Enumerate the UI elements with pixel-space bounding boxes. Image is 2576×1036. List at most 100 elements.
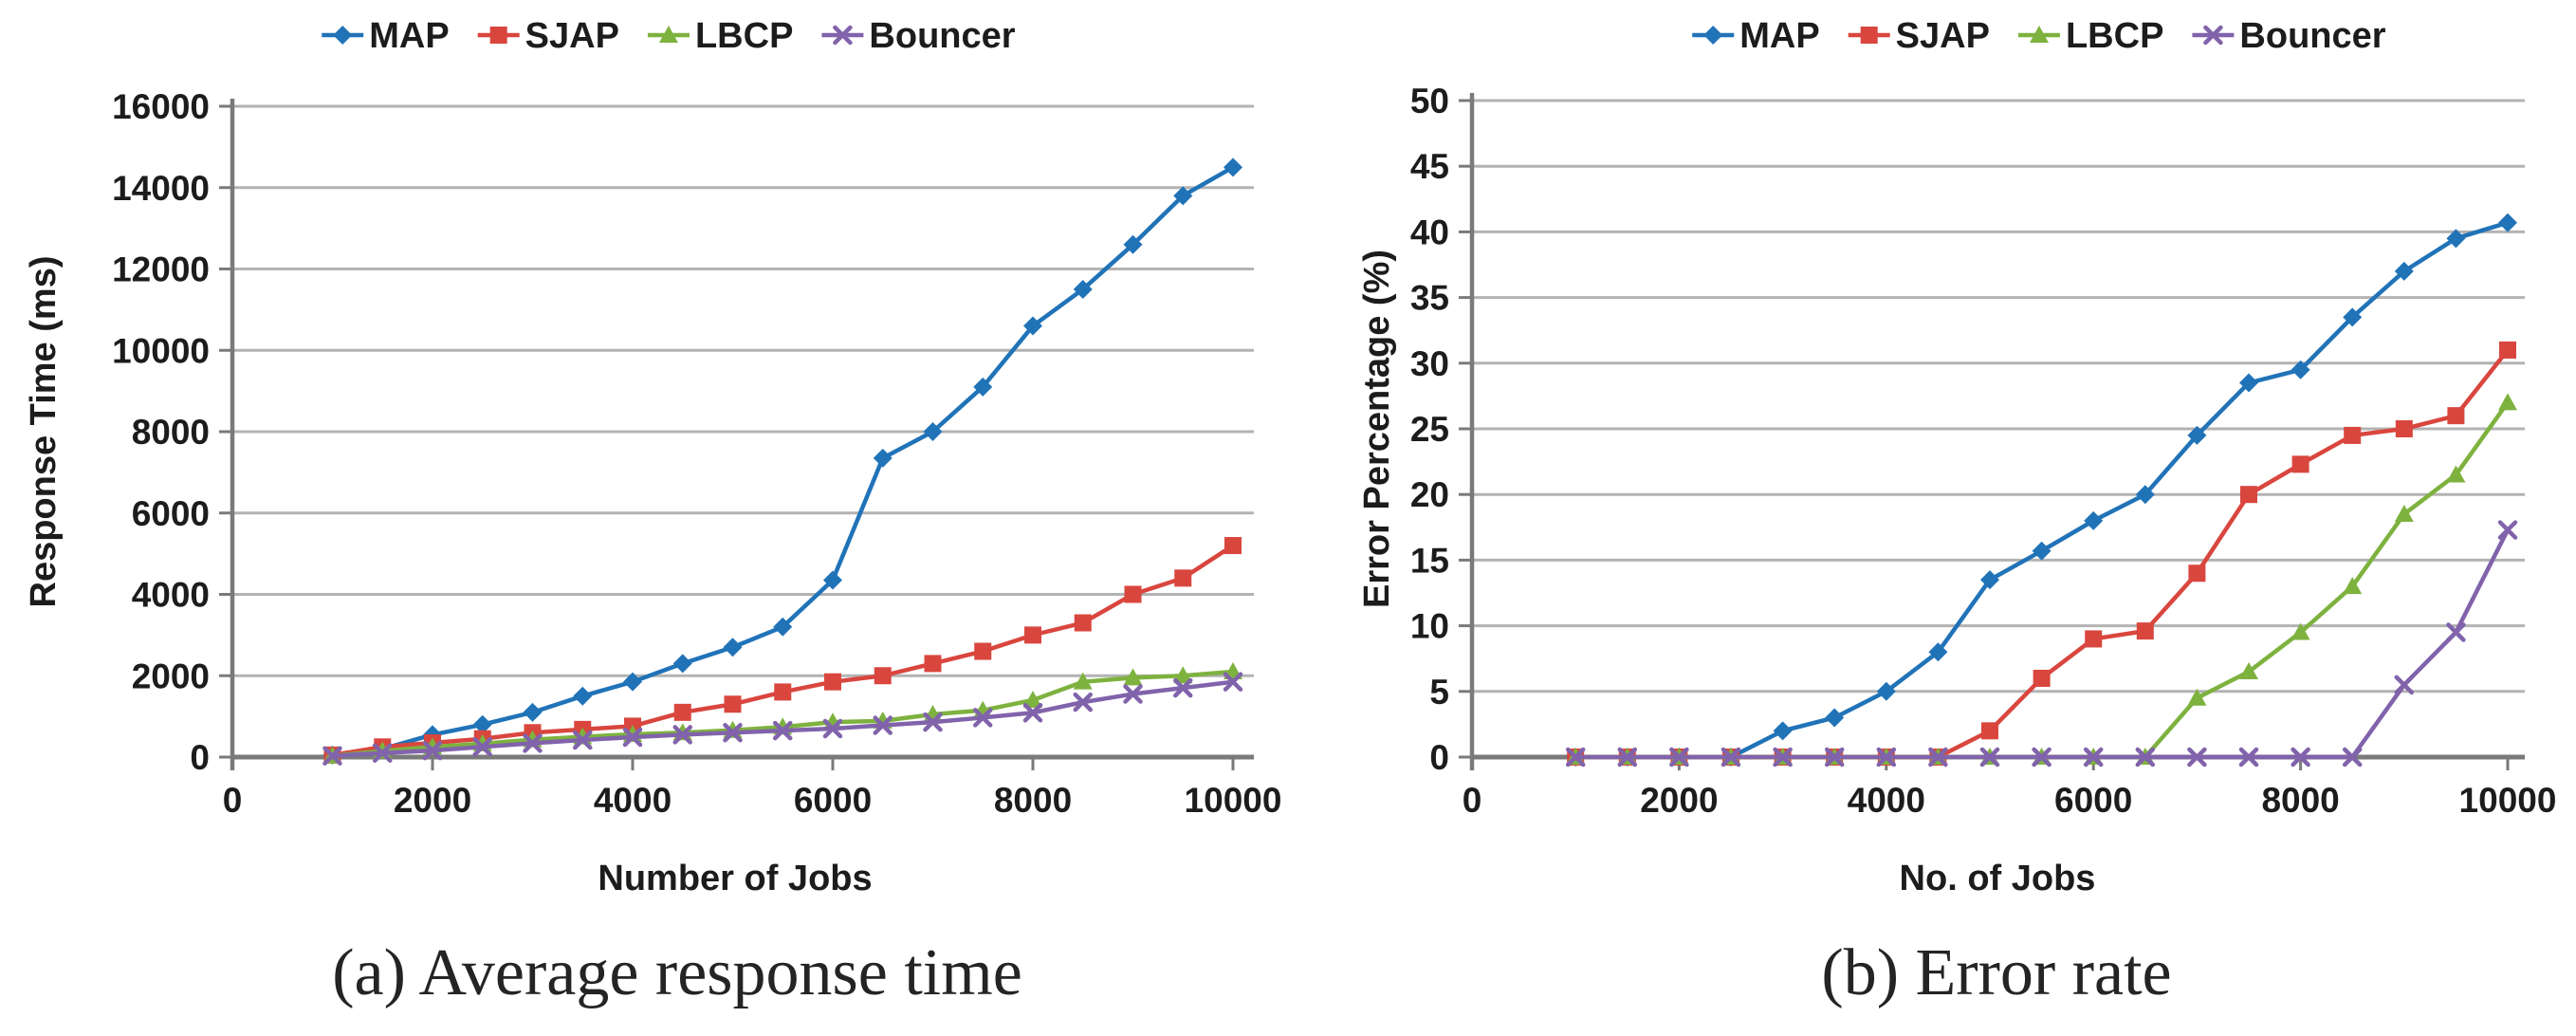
series-Bouncer-marker xyxy=(1223,672,1243,692)
series-Bouncer-marker xyxy=(1876,747,1897,768)
series-SJAP-marker xyxy=(874,667,892,685)
chart-b-caption: (b) Error rate xyxy=(1821,936,2171,1009)
series-MAP-marker xyxy=(923,422,943,441)
series-SJAP-marker xyxy=(673,703,691,721)
series-MAP-marker xyxy=(472,714,492,734)
series-LBCP-marker xyxy=(2239,662,2258,680)
sjap-legend-marker-icon xyxy=(489,27,507,44)
series-Bouncer-marker xyxy=(2446,622,2466,642)
series-Bouncer-marker xyxy=(773,720,793,741)
series-SJAP-marker xyxy=(1174,569,1192,587)
chart-a-x-axis-title: Number of Jobs xyxy=(598,859,872,898)
series-Bouncer-marker xyxy=(1565,747,1586,768)
series-Bouncer-marker xyxy=(723,723,743,743)
y-tick-label: 16000 xyxy=(112,87,210,126)
series-Bouncer-marker xyxy=(1173,677,1193,698)
series-MAP-marker xyxy=(523,702,543,722)
series-SJAP-marker xyxy=(1074,614,1092,632)
series-MAP-marker xyxy=(773,617,793,637)
y-tick-label: 20 xyxy=(1410,475,1449,514)
series-SJAP-marker xyxy=(1124,585,1142,603)
series-MAP-marker xyxy=(2239,373,2258,393)
series-Bouncer-marker xyxy=(2032,747,2052,768)
series-Bouncer-marker xyxy=(322,746,342,766)
series-MAP-marker xyxy=(823,570,842,590)
series-LBCP-marker xyxy=(2343,577,2363,595)
chart-error-rate: 0 5 10 15 20 25 30 35 40 45 50 0 2000 4000 6000 8000 100… xyxy=(1357,16,2556,1009)
series-SJAP-marker xyxy=(1224,537,1242,555)
legend-item-MAP: MAP xyxy=(322,16,450,56)
y-tick-label: 14000 xyxy=(112,169,210,208)
series-SJAP-marker xyxy=(2447,407,2465,425)
lbcp-legend-marker-icon xyxy=(2029,26,2049,43)
series-Bouncer-marker xyxy=(2083,747,2104,768)
series-MAP-marker xyxy=(2446,229,2466,249)
y-tick-label: 40 xyxy=(1410,213,1449,251)
series-SJAP-marker xyxy=(2085,630,2103,648)
series-MAP-marker xyxy=(1876,681,1896,701)
series-LBCP-marker xyxy=(1073,672,1093,690)
series-LBCP-marker xyxy=(2394,504,2414,522)
series-Bouncer-marker xyxy=(573,730,593,750)
series-Bouncer-marker xyxy=(873,715,892,735)
chart-a-caption: (a) Average response time xyxy=(332,936,1022,1009)
series-LBCP-line xyxy=(1573,400,2511,760)
series-MAP-marker xyxy=(2343,307,2363,327)
series-Bouncer-marker xyxy=(973,708,993,728)
series-MAP-marker xyxy=(623,672,642,692)
x-tick-label: 6000 xyxy=(2054,781,2132,820)
x-tick-label: 6000 xyxy=(794,781,872,820)
legend-item-Bouncer: Bouncer xyxy=(821,16,1016,56)
series-SJAP-marker xyxy=(974,642,992,660)
series-MAP-marker xyxy=(2032,541,2052,561)
series-MAP-marker xyxy=(1023,316,1042,336)
legend-label: MAP xyxy=(369,16,449,56)
y-tick-label: 10000 xyxy=(112,331,210,370)
legend-item-LBCP: LBCP xyxy=(647,16,793,56)
map-legend-marker-icon xyxy=(333,26,353,45)
series-SJAP-marker xyxy=(824,673,841,691)
series-Bouncer-marker xyxy=(1979,747,2000,768)
bouncer-legend-marker-icon xyxy=(2203,25,2223,46)
series-Bouncer-marker xyxy=(422,740,443,761)
y-tick-label: 6000 xyxy=(132,494,210,533)
series-Bouncer-marker xyxy=(1617,747,1638,768)
legend-item-SJAP: SJAP xyxy=(1848,16,1990,56)
series-Bouncer-marker xyxy=(2238,747,2259,768)
chart-b-x-axis-title: No. of Jobs xyxy=(1900,859,2096,898)
legend-label: SJAP xyxy=(525,16,619,56)
series-MAP-marker xyxy=(1173,186,1193,206)
legend-label: LBCP xyxy=(695,16,793,56)
series-MAP-marker xyxy=(1980,570,1999,590)
series-MAP-marker xyxy=(2394,261,2414,281)
legend-label: SJAP xyxy=(1896,16,1990,56)
legend-item-LBCP: LBCP xyxy=(2017,16,2163,56)
series-MAP-marker xyxy=(1073,279,1093,299)
series-Bouncer-marker xyxy=(1773,747,1793,768)
x-tick-label: 0 xyxy=(223,781,243,820)
x-tick-label: 8000 xyxy=(2261,781,2339,820)
series-SJAP-marker xyxy=(2240,486,2257,504)
series-SJAP-marker xyxy=(2344,426,2362,444)
series-SJAP-marker xyxy=(774,683,792,701)
y-tick-label: 10 xyxy=(1410,607,1449,646)
series-MAP-marker xyxy=(1773,721,1793,741)
series-MAP-marker xyxy=(672,654,692,674)
series-Bouncer-marker xyxy=(1824,747,1845,768)
x-tick-label: 2000 xyxy=(394,781,471,820)
series-Bouncer-marker xyxy=(923,712,943,732)
series-Bouncer-marker xyxy=(1928,747,1948,768)
series-Bouncer-marker xyxy=(1123,684,1143,704)
series-MAP-marker xyxy=(573,686,593,706)
bouncer-legend-marker-icon xyxy=(833,25,853,46)
x-tick-label: 10000 xyxy=(2459,781,2557,820)
series-Bouncer-marker xyxy=(672,725,692,745)
series-LBCP-marker xyxy=(1023,690,1042,708)
series-SJAP-marker xyxy=(2188,564,2206,583)
series-MAP-line xyxy=(330,165,1236,758)
legend-label: Bouncer xyxy=(2239,16,2385,56)
y-tick-label: 4000 xyxy=(132,576,210,615)
y-tick-label: 45 xyxy=(1410,147,1449,186)
series-Bouncer-marker xyxy=(2342,747,2363,768)
